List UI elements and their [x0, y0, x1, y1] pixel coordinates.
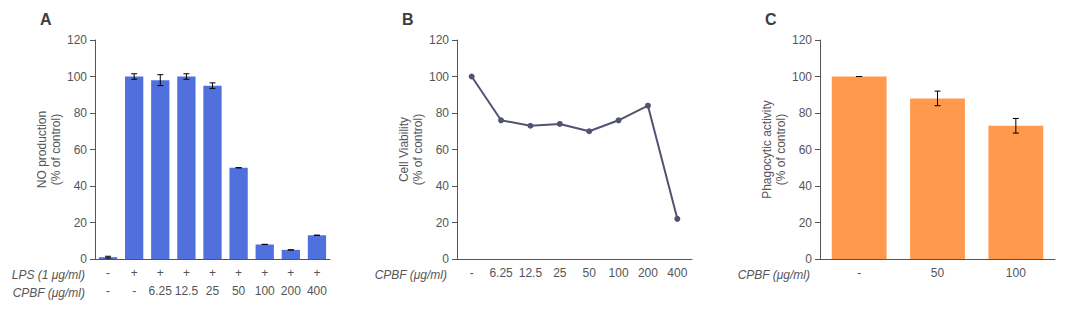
- svg-text:20: 20: [799, 216, 813, 230]
- svg-text:25: 25: [206, 284, 220, 298]
- svg-text:100: 100: [792, 70, 812, 84]
- svg-text:50: 50: [232, 284, 246, 298]
- svg-text:80: 80: [436, 106, 450, 120]
- svg-text:100: 100: [429, 70, 449, 84]
- svg-text:60: 60: [74, 143, 88, 157]
- svg-text:200: 200: [281, 284, 301, 298]
- svg-text:400: 400: [307, 284, 327, 298]
- svg-text:100: 100: [609, 266, 629, 280]
- svg-text:LPS (1 μg/ml): LPS (1 μg/ml): [12, 268, 85, 282]
- svg-text:+: +: [261, 266, 268, 280]
- svg-text:50: 50: [931, 266, 945, 280]
- svg-text:(% of control): (% of control): [411, 114, 425, 185]
- svg-text:(% of control): (% of control): [774, 114, 788, 185]
- svg-text:120: 120: [67, 33, 87, 47]
- svg-text:(% of control): (% of control): [49, 114, 63, 185]
- svg-text:0: 0: [80, 252, 87, 266]
- svg-text:20: 20: [74, 216, 88, 230]
- svg-text:60: 60: [799, 143, 813, 157]
- svg-text:40: 40: [74, 179, 88, 193]
- svg-text:12.5: 12.5: [175, 284, 199, 298]
- svg-text:Cell Viability: Cell Viability: [397, 117, 411, 182]
- svg-text:80: 80: [74, 106, 88, 120]
- svg-text:20: 20: [436, 216, 450, 230]
- svg-text:+: +: [313, 266, 320, 280]
- svg-text:25: 25: [553, 266, 567, 280]
- svg-text:-: -: [106, 284, 110, 298]
- svg-text:Phagocytic activity: Phagocytic activity: [760, 100, 774, 199]
- svg-text:+: +: [287, 266, 294, 280]
- svg-text:A: A: [40, 11, 52, 28]
- svg-text:6.25: 6.25: [489, 266, 513, 280]
- svg-text:-: -: [106, 266, 110, 280]
- svg-text:12.5: 12.5: [519, 266, 543, 280]
- svg-text:100: 100: [67, 70, 87, 84]
- svg-text:120: 120: [429, 33, 449, 47]
- svg-text:C: C: [765, 11, 777, 28]
- svg-text:-: -: [132, 284, 136, 298]
- svg-text:60: 60: [436, 143, 450, 157]
- svg-text:0: 0: [442, 252, 449, 266]
- svg-text:+: +: [209, 266, 216, 280]
- svg-text:100: 100: [1006, 266, 1026, 280]
- svg-text:120: 120: [792, 33, 812, 47]
- svg-text:50: 50: [583, 266, 597, 280]
- svg-text:0: 0: [805, 252, 812, 266]
- svg-text:+: +: [183, 266, 190, 280]
- svg-text:-: -: [857, 266, 861, 280]
- svg-text:CPBF (μg/ml): CPBF (μg/ml): [738, 268, 810, 282]
- svg-text:200: 200: [638, 266, 658, 280]
- svg-text:NO production: NO production: [35, 111, 49, 188]
- svg-text:80: 80: [799, 106, 813, 120]
- svg-text:40: 40: [436, 179, 450, 193]
- svg-text:B: B: [402, 11, 414, 28]
- svg-text:40: 40: [799, 179, 813, 193]
- svg-text:CPBF (μg/ml): CPBF (μg/ml): [375, 268, 447, 282]
- svg-text:+: +: [235, 266, 242, 280]
- svg-text:+: +: [157, 266, 164, 280]
- svg-text:+: +: [131, 266, 138, 280]
- svg-text:CPBF (μg/ml): CPBF (μg/ml): [13, 286, 85, 300]
- svg-text:100: 100: [255, 284, 275, 298]
- svg-text:-: -: [470, 266, 474, 280]
- svg-text:6.25: 6.25: [149, 284, 173, 298]
- svg-text:400: 400: [667, 266, 687, 280]
